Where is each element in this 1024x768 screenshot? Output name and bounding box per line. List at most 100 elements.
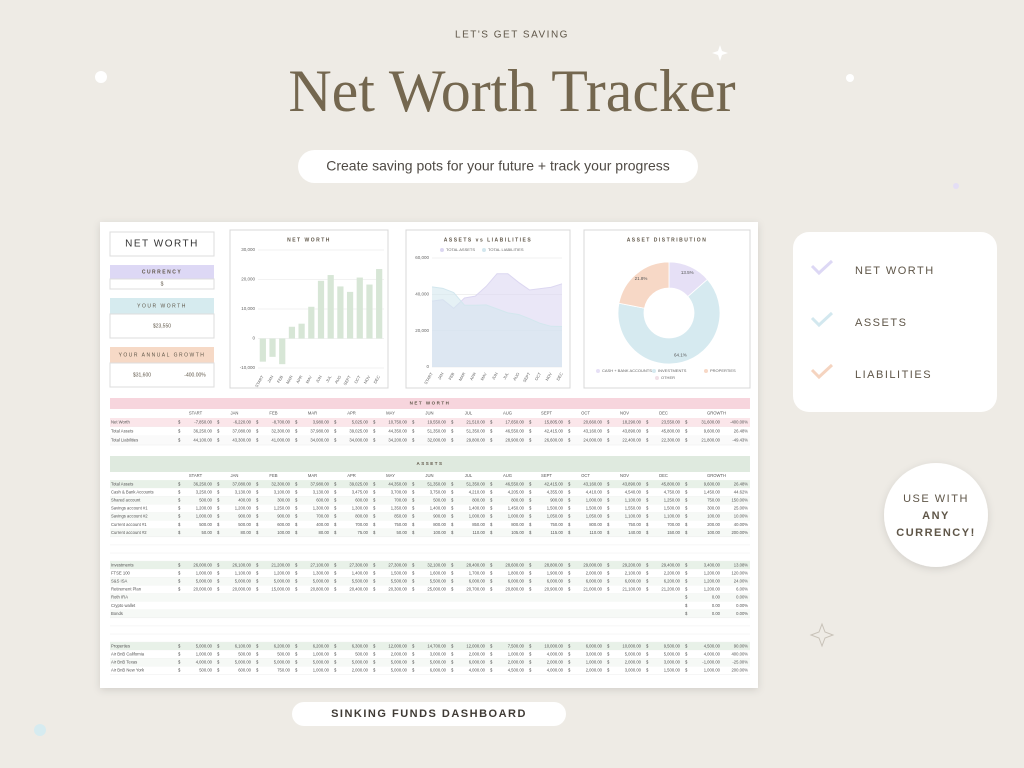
cell-value: 5,000.00: [196, 578, 213, 583]
cell-value: 1,500.00: [664, 668, 681, 673]
column-header: MAR: [308, 473, 317, 478]
currency-symbol: $: [607, 481, 610, 486]
x-tick-label: MAY: [305, 374, 314, 384]
feature-item: LIABILITIES: [855, 369, 932, 381]
cell-value: 37,080.00: [232, 429, 251, 434]
cell-value: 1,000.00: [469, 514, 486, 519]
cell-value: 115.00: [551, 530, 564, 535]
cell-value: 1,200.00: [274, 570, 291, 575]
cell-value: 4,210.00: [469, 489, 486, 494]
cell-value: 1,600.00: [430, 570, 447, 575]
legend-swatch: [704, 369, 708, 373]
currency-symbol: $: [685, 570, 688, 575]
legend-label: CASH + BANK ACCOUNTS: [602, 368, 652, 373]
currency-symbol: $: [373, 643, 376, 648]
currency-value: $: [161, 281, 164, 287]
y-tick-label: 20,000: [415, 328, 429, 333]
badge-line: CURRENCY!: [896, 527, 976, 539]
cell-value: 6,200.00: [313, 643, 330, 648]
cell-value: 20,660.00: [583, 420, 602, 425]
currency-symbol: $: [568, 506, 571, 511]
x-tick-label: FEB: [276, 374, 284, 384]
cell-value: 20,800.00: [310, 587, 329, 592]
feature-item: ASSETS: [855, 317, 907, 329]
currency-symbol: $: [646, 497, 649, 502]
currency-symbol: $: [685, 429, 688, 434]
currency-symbol: $: [412, 578, 415, 583]
cell-value: 6,000.00: [625, 578, 642, 583]
worth-value: $23,550: [153, 323, 171, 329]
cell-value: 3,000.00: [586, 651, 603, 656]
column-header: MAY: [386, 473, 395, 478]
cell-value: 5,000.00: [313, 578, 330, 583]
row-label: Roth IRA: [111, 595, 128, 600]
currency-symbol: $: [607, 506, 610, 511]
currency-symbol: $: [568, 570, 571, 575]
currency-symbol: $: [373, 562, 376, 567]
currency-symbol: $: [217, 429, 220, 434]
cell-value: 4,500.00: [508, 668, 525, 673]
currency-symbol: $: [217, 530, 220, 535]
cell-value: 5,000.00: [391, 659, 408, 664]
worth-header: [110, 298, 214, 314]
cell-value: 2,000.00: [391, 651, 408, 656]
x-tick-label: MAR: [285, 374, 294, 384]
currency-symbol: $: [295, 570, 298, 575]
cell-value: 900.00: [550, 497, 563, 502]
cell-value: 20,900.00: [544, 587, 563, 592]
cell-value: 26,000.00: [193, 562, 212, 567]
x-tick-label: JUL: [502, 371, 510, 380]
cell-value: 700.00: [394, 497, 407, 502]
currency-symbol: $: [334, 438, 337, 443]
x-tick-label: OCT: [353, 374, 362, 384]
currency-symbol: $: [373, 530, 376, 535]
currency-symbol: $: [529, 668, 532, 673]
cell-value: -7,850.00: [194, 420, 212, 425]
cell-value: 1,000.00: [313, 651, 330, 656]
chart-title: ASSET DISTRIBUTION: [627, 237, 708, 243]
cell-value: 100.00: [433, 530, 446, 535]
column-header: SEPT: [541, 411, 552, 416]
currency-symbol: $: [295, 481, 298, 486]
currency-symbol: $: [685, 438, 688, 443]
currency-symbol: $: [568, 489, 571, 494]
cell-value: 5,025.00: [352, 420, 369, 425]
cell-value: 37,980.00: [310, 429, 329, 434]
table-row: [110, 658, 750, 667]
growth-value: 1,200.00: [704, 587, 721, 592]
column-header: GROWTH: [707, 473, 726, 478]
cell-value: 4,000.00: [547, 651, 564, 656]
growth-percent: 0.00%: [736, 595, 748, 600]
currency-symbol: $: [529, 481, 532, 486]
currency-symbol: $: [607, 429, 610, 434]
x-tick-label: AUG: [512, 372, 521, 382]
column-header: NOV: [620, 411, 629, 416]
currency-symbol: $: [334, 481, 337, 486]
currency-symbol: $: [607, 668, 610, 673]
currency-symbol: $: [334, 429, 337, 434]
currency-symbol: $: [256, 562, 259, 567]
growth-percent: 10.00%: [734, 514, 748, 519]
currency-symbol: $: [568, 643, 571, 648]
currency-symbol: $: [646, 420, 649, 425]
column-header: AUG: [503, 411, 512, 416]
cell-value: 1,000.00: [196, 570, 213, 575]
cell-value: 6,300.00: [352, 643, 369, 648]
table-row: [110, 666, 750, 675]
currency-symbol: $: [451, 522, 454, 527]
cell-value: 50.00: [397, 530, 408, 535]
cell-value: 850.00: [472, 522, 485, 527]
currency-symbol: $: [490, 514, 493, 519]
x-tick-label: DEC: [372, 374, 381, 384]
cell-value: 17,650.00: [505, 420, 524, 425]
x-tick-label: AUG: [334, 375, 343, 385]
cell-value: 1,450.00: [508, 506, 525, 511]
currency-symbol: $: [451, 429, 454, 434]
currency-symbol: $: [646, 570, 649, 575]
currency-symbol: $: [490, 497, 493, 502]
currency-symbol: $: [412, 481, 415, 486]
bar: [327, 275, 334, 339]
currency-symbol: $: [334, 668, 337, 673]
cell-value: 5,000.00: [352, 659, 369, 664]
growth-header: [110, 347, 214, 363]
